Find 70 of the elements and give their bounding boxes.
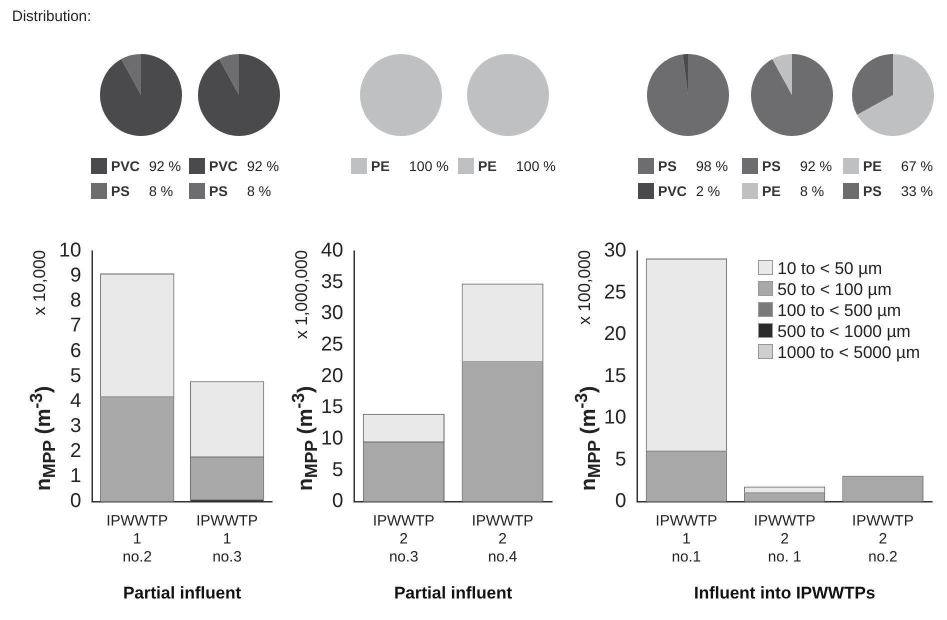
- y-tick-label: 30: [604, 240, 626, 262]
- y-tick-label: 5: [332, 458, 344, 481]
- legend-label: PE: [762, 182, 782, 200]
- y-tick-label: 5: [615, 448, 626, 470]
- y-tick-label: 20: [604, 323, 626, 346]
- data-label: 67 %: [901, 158, 933, 174]
- legend-label: 1000 to < 5000 µm: [777, 343, 920, 362]
- x-axis-title: Influent into IPWWTPs: [694, 583, 876, 602]
- y-tick-label: 0: [332, 490, 344, 512]
- text: x 100,000: [575, 250, 595, 325]
- legend-label: PE: [863, 156, 883, 174]
- y-tick-label: 25: [604, 281, 626, 304]
- y-tick-label: 35: [320, 270, 344, 293]
- y-tick-label: 10: [604, 406, 626, 429]
- y-tick-label: 8: [70, 290, 82, 312]
- text: x 1,000,000: [292, 250, 312, 339]
- legend-label: PS: [762, 156, 782, 174]
- x-axis-title: Partial influent: [394, 583, 512, 602]
- y-tick-label: 9: [70, 264, 82, 287]
- data-label: 8 %: [247, 182, 272, 198]
- y-tick-label: 10: [320, 427, 344, 450]
- legend-label: PS: [863, 182, 883, 200]
- data-label: 8 %: [800, 182, 824, 198]
- x-axis-title: Partial influent: [123, 583, 242, 602]
- y-tick-label: 0: [615, 490, 626, 512]
- y-tick-label: 15: [604, 364, 626, 387]
- data-label: 8 %: [149, 182, 174, 198]
- y-tick-label: 5: [70, 364, 82, 387]
- y-tick-label: 25: [320, 333, 344, 356]
- y-tick-label: 4: [70, 390, 82, 412]
- data-label: 2 %: [696, 182, 720, 198]
- x-tick-label: IPWWTP 2 no.2: [852, 512, 914, 566]
- data-label: 33 %: [901, 182, 933, 198]
- x-tick-label: IPWWTP 2 no.3: [372, 512, 435, 566]
- y-tick-label: 40: [320, 240, 344, 262]
- y-tick-label: 10: [58, 240, 82, 262]
- y-tick-label: 7: [70, 314, 82, 337]
- x-tick-label: IPWWTP 2 no.4: [472, 512, 534, 566]
- legend-label: PS: [209, 182, 229, 200]
- y-tick-label: 30: [320, 302, 344, 324]
- text: x 10,000: [30, 250, 50, 316]
- x-tick-label: IPWWTP 1 no.3: [196, 512, 258, 566]
- data-label: 100 %: [409, 158, 449, 174]
- legend-label: PVC: [111, 156, 141, 174]
- data-label: 92 %: [149, 158, 181, 174]
- legend-label: 50 to < 100 µm: [777, 280, 892, 299]
- legend-label: PS: [111, 182, 131, 200]
- data-label: 92 %: [800, 158, 832, 174]
- y-tick-label: 3: [70, 414, 82, 437]
- x-tick-label: IPWWTP 1 no.2: [106, 512, 168, 566]
- legend-label: PVC: [658, 182, 688, 200]
- y-tick-label: 2: [70, 440, 82, 462]
- legend-label: PE: [478, 156, 498, 174]
- data-label: 92 %: [247, 158, 279, 174]
- y-tick-label: 0: [70, 490, 82, 512]
- data-label: 98 %: [696, 158, 728, 174]
- legend-label: 10 to < 50 µm: [777, 259, 882, 278]
- legend-label: PE: [371, 156, 391, 174]
- y-tick-label: 15: [320, 396, 344, 418]
- legend-label: PVC: [209, 156, 239, 174]
- x-tick-label: IPWWTP 2 no. 1: [754, 512, 816, 566]
- y-tick-label: 6: [70, 340, 82, 362]
- x-tick-label: IPWWTP 1 no.1: [656, 512, 718, 566]
- legend-label: 100 to < 500 µm: [777, 301, 902, 320]
- y-tick-label: 20: [320, 364, 344, 387]
- legend-label: PS: [658, 156, 678, 174]
- data-label: 100 %: [516, 158, 556, 174]
- y-tick-label: 1: [70, 465, 82, 488]
- legend-label: 500 to < 1000 µm: [777, 322, 911, 341]
- text: Distribution:: [12, 8, 92, 25]
